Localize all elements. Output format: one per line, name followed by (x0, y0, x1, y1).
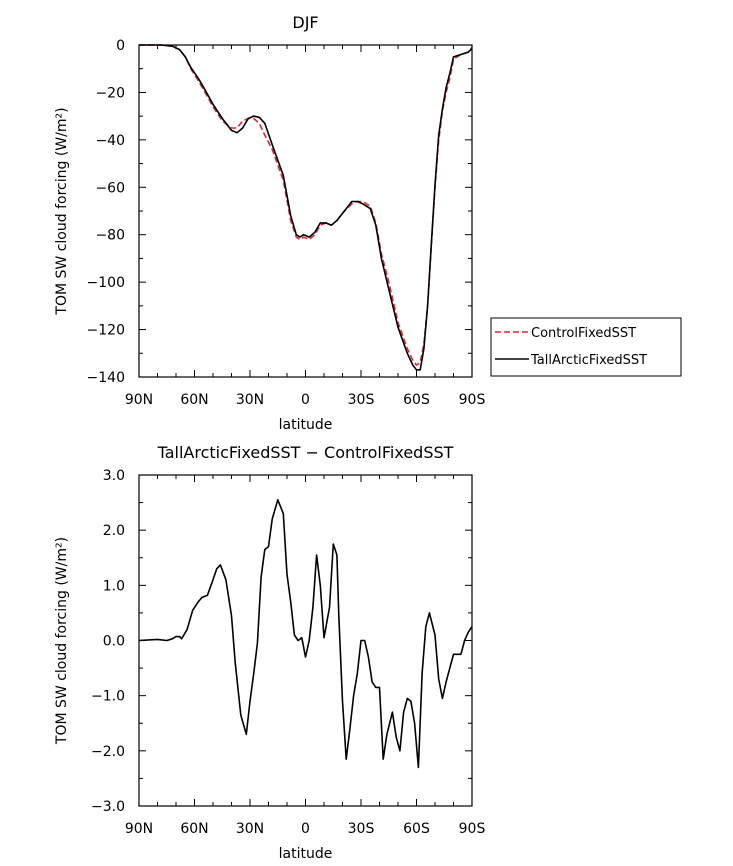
panel-2-y-tick-label: −1.0 (91, 689, 125, 705)
panel-1-plot-frame (138, 44, 473, 378)
panel-1-x-tick-label: 90N (125, 392, 153, 408)
panel-1-y-tick-label: −140 (87, 370, 125, 386)
legend-label-1: ControlFixedSST (531, 326, 636, 341)
panel-1-x-tick-label: 60S (403, 392, 430, 408)
panel-1-x-tick-label: 30S (348, 392, 375, 408)
panel-1-y-tick-label: −80 (95, 228, 125, 244)
panel-2-series-1-line (138, 498, 473, 769)
panel-1-y-tick-label: −20 (95, 85, 125, 101)
legend-label-2: TallArcticFixedSST (530, 353, 647, 368)
panel-2-plot-frame (138, 474, 473, 807)
panel-1-x-tick-label: 0 (301, 392, 310, 408)
panel-1-y-tick-label: −120 (87, 323, 125, 339)
legend-box (490, 317, 682, 377)
panel-1-x-axis-label: latitude (279, 417, 333, 433)
panel-1-y-tick-label: 0 (116, 38, 125, 54)
panel-1-title: DJF (292, 13, 318, 32)
panel-2-title: TallArcticFixedSST − ControlFixedSST (157, 443, 454, 462)
panel-1-series-1-line (139, 44, 473, 366)
panel-2-y-tick-label: −2.0 (91, 744, 125, 760)
panel-2-x-tick-label: 90N (125, 821, 153, 837)
panel-1-x-tick-label: 60N (180, 392, 208, 408)
panel-2-y-axis-label: TOM SW cloud forcing (W/m²) (54, 537, 70, 745)
panel-2-x-tick-label: 30N (236, 821, 264, 837)
panel-2-y-tick-label: 0.0 (103, 634, 125, 650)
panel-2-x-axis-label: latitude (279, 846, 333, 862)
panel-1-y-tick-label: −60 (95, 180, 125, 196)
panel-2-x-tick-label: 60N (180, 821, 208, 837)
panel-2-x-tick-label: 60S (403, 821, 430, 837)
panel-1-x-tick-label: 30N (236, 392, 264, 408)
panel-2-y-tick-label: 3.0 (103, 468, 125, 484)
panel-1-y-axis-label: TOM SW cloud forcing (W/m²) (54, 107, 70, 315)
panel-1-series-2-line (139, 44, 473, 371)
panel-2-y-tick-label: −3.0 (91, 799, 125, 815)
panel-1-x-tick-label: 90S (459, 392, 486, 408)
panel-1-y-tick-label: −100 (87, 275, 125, 291)
panel-2-x-tick-label: 30S (348, 821, 375, 837)
panel-2-x-tick-label: 0 (301, 821, 310, 837)
panel-2-y-tick-label: 1.0 (103, 578, 125, 594)
panel-1-y-tick-label: −40 (95, 133, 125, 149)
panel-2-y-tick-label: 2.0 (103, 523, 125, 539)
panel-2-x-tick-label: 90S (459, 821, 486, 837)
